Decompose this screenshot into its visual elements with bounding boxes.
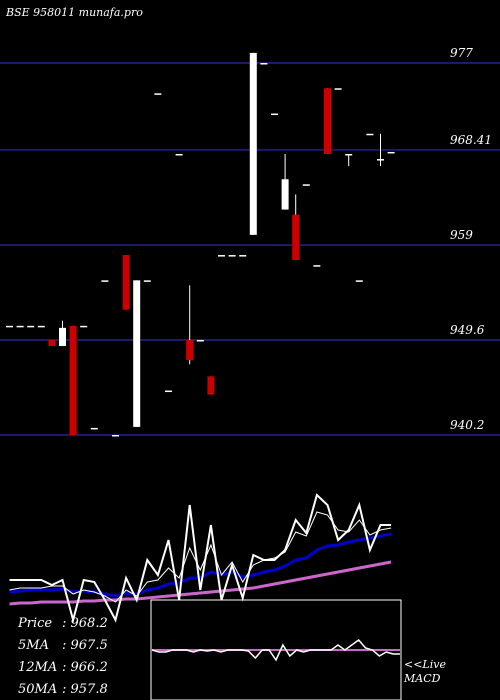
stat-value: : 966.2 (62, 660, 108, 675)
chart-title: BSE 958011 munafa.pro (5, 6, 143, 19)
candle-up (6, 325, 13, 328)
candle-up (143, 280, 151, 282)
y-tick-label: 949.6 (450, 323, 485, 337)
candle-up (355, 280, 363, 282)
candle-up (37, 325, 45, 328)
candle-up (218, 255, 225, 257)
candle-down (122, 255, 130, 310)
macd-label: <<Live MACD (403, 658, 446, 685)
y-tick-label: 959 (450, 228, 473, 242)
candle-up (387, 151, 395, 154)
candle-down (207, 376, 215, 395)
candle-up (154, 93, 162, 95)
candle-down (186, 339, 194, 361)
candle-up (249, 52, 257, 235)
stat-label: 5MA (18, 638, 49, 653)
ma50-line (9, 560, 392, 606)
candle-down (324, 88, 331, 154)
candle-up (366, 133, 374, 136)
y-tick-label: 977 (450, 46, 473, 60)
candle-up (90, 427, 98, 430)
candle-up (165, 390, 172, 393)
macd-label-line-1: <<Live (404, 658, 446, 671)
candlestick-series (6, 52, 395, 437)
ma12-line (9, 532, 392, 598)
candle-up (239, 255, 247, 257)
stats-box: Price : 968.2 5MA : 967.5 12MA : 966.2 50MA : 9… (17, 616, 108, 697)
candle-up (302, 184, 310, 186)
macd-panel-frame (150, 599, 402, 700)
candle-up (112, 435, 119, 437)
macd-panel (151, 638, 400, 662)
candle-down (48, 339, 56, 347)
candle-up (260, 63, 268, 65)
candle-up (59, 327, 66, 347)
candle-up (175, 153, 183, 156)
stat-label: Price (17, 616, 52, 631)
y-tick-label: 940.2 (450, 418, 484, 432)
price-axis-labels: 977 968.41 959 949.6 940.2 (450, 46, 492, 432)
macd-line (151, 638, 400, 662)
macd-label-line-2: MACD (403, 672, 441, 685)
candle-up (281, 179, 289, 210)
stat-value: : 967.5 (62, 638, 108, 653)
stat-label: 12MA (18, 660, 57, 675)
candle-up (271, 113, 278, 116)
candle-up (377, 159, 384, 161)
candle-up (101, 280, 109, 282)
candle-up (16, 325, 24, 328)
candle-up (345, 153, 353, 156)
candle-up (27, 325, 35, 328)
stat-value: : 957.8 (62, 682, 108, 697)
candle-down (69, 325, 77, 435)
moving-average-panel (9, 493, 392, 624)
stat-label: 50MA (18, 682, 57, 697)
stat-value: : 968.2 (62, 616, 108, 631)
price-line (9, 493, 392, 624)
candle-down (292, 214, 300, 261)
ma5-line (9, 511, 392, 603)
y-tick-label: 968.41 (450, 133, 492, 147)
candle-up (196, 339, 204, 342)
candle-up (133, 280, 141, 427)
candle-up (228, 255, 236, 257)
candle-up (313, 265, 321, 267)
candle-up (80, 325, 88, 328)
candle-up (334, 88, 342, 90)
